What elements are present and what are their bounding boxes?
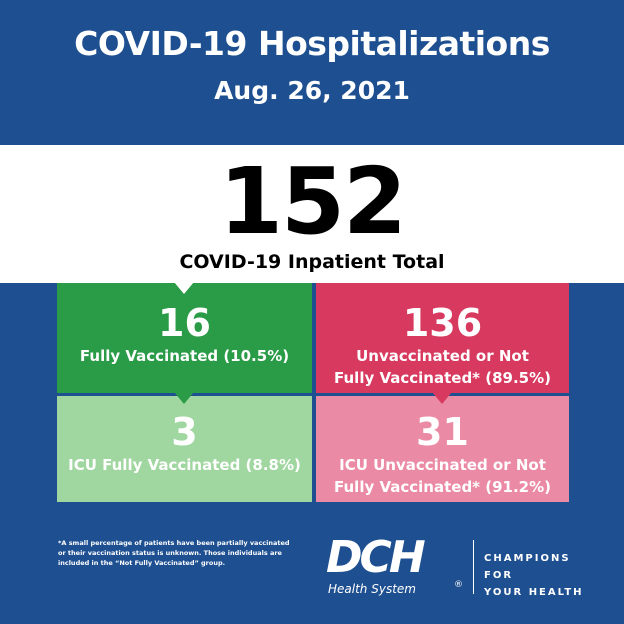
unvaccinated-label-line2: Fully Vaccinated* (89.5%) <box>334 369 551 387</box>
logo-subtitle: Health System <box>328 582 416 596</box>
tagline: CHAMPIONS FOR YOUR HEALTH <box>484 550 604 601</box>
unvaccinated-label-line1: Unvaccinated or Not <box>356 347 529 365</box>
unvaccinated-box: 136 Unvaccinated or Not Fully Vaccinated… <box>316 283 569 393</box>
icu-fully-vaccinated-number: 3 <box>171 410 198 454</box>
fully-vaccinated-label: Fully Vaccinated (10.5%) <box>79 347 290 365</box>
report-date: Aug. 26, 2021 <box>214 76 410 105</box>
fully-vaccinated-box: 16 Fully Vaccinated (10.5%) <box>57 283 312 393</box>
footnote: *A small percentage of patients have bee… <box>58 538 298 568</box>
icu-unvaccinated-label-line1: ICU Unvaccinated or Not <box>339 456 546 474</box>
page-title: COVID-19 Hospitalizations <box>74 24 550 63</box>
total-pointer <box>174 282 194 294</box>
fully-vaccinated-pointer <box>174 392 194 404</box>
dch-logo: DCH Health System ® <box>326 532 472 598</box>
icu-fully-vaccinated-label: ICU Fully Vaccinated (8.8%) <box>68 456 301 474</box>
fully-vaccinated-number: 16 <box>158 301 211 345</box>
tagline-line2: YOUR HEALTH <box>484 587 584 598</box>
logo-divider <box>473 540 474 594</box>
registered-mark: ® <box>454 580 463 590</box>
footnote-line: included in the “Not Fully Vaccinated” g… <box>58 559 226 567</box>
icu-unvaccinated-number: 31 <box>416 410 469 454</box>
footnote-line: *A small percentage of patients have bee… <box>58 539 290 547</box>
unvaccinated-number: 136 <box>402 301 483 345</box>
unvaccinated-pointer <box>432 392 452 404</box>
inpatient-total-number: 152 <box>218 148 407 255</box>
footnote-line: or their vaccination status is unknown. … <box>58 549 282 557</box>
icu-fully-vaccinated-box: 3 ICU Fully Vaccinated (8.8%) <box>57 396 312 502</box>
logo-wordmark: DCH <box>326 532 426 583</box>
total-band <box>0 145 624 283</box>
tagline-line1: CHAMPIONS FOR <box>484 553 571 581</box>
icu-unvaccinated-box: 31 ICU Unvaccinated or Not Fully Vaccina… <box>316 396 569 502</box>
inpatient-total-label: COVID-19 Inpatient Total <box>179 251 445 273</box>
icu-unvaccinated-label-line2: Fully Vaccinated* (91.2%) <box>334 478 551 496</box>
